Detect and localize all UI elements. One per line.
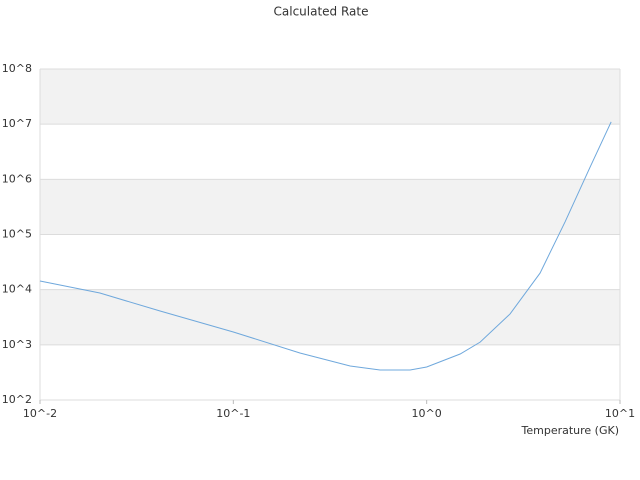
y-tick-label: 10^6 — [2, 172, 32, 185]
y-tick-label: 10^8 — [2, 62, 32, 75]
x-axis-label: Temperature (GK) — [521, 424, 620, 437]
x-tick-label: 10^1 — [605, 407, 635, 420]
grid-band — [40, 69, 620, 125]
grid-band — [40, 179, 620, 235]
y-tick-label: 10^4 — [2, 283, 32, 296]
data-line — [39, 121, 612, 371]
y-tick-label: 10^3 — [2, 338, 32, 351]
x-tick-label: 10^-1 — [216, 407, 250, 420]
chart-title: Calculated Rate — [274, 5, 369, 19]
x-tick-label: 10^0 — [412, 407, 442, 420]
y-tick-label: 10^7 — [2, 117, 32, 130]
x-tick-label: 10^-2 — [23, 407, 57, 420]
y-tick-label: 10^5 — [2, 228, 32, 241]
grid-band — [40, 289, 620, 345]
y-tick-label: 10^2 — [2, 393, 32, 406]
